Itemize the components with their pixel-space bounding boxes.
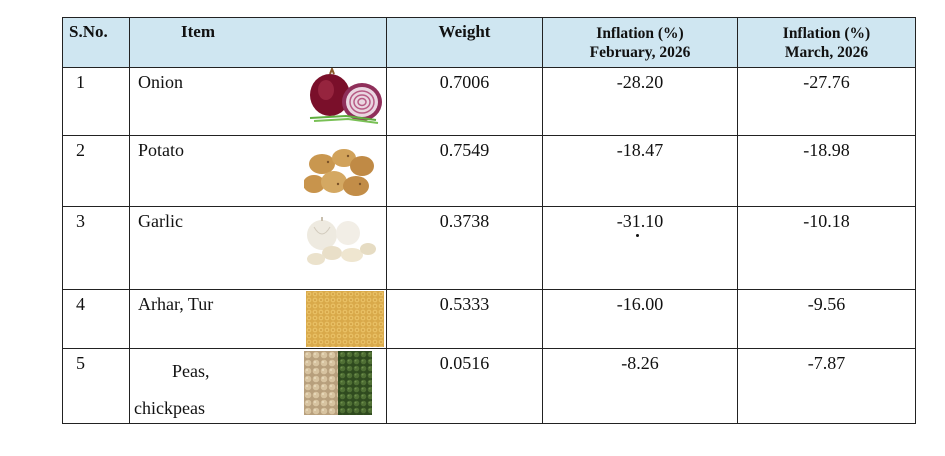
cell-inflation-feb: -8.26 <box>542 348 738 424</box>
header-mar-line1: Inflation (%) <box>782 25 871 42</box>
item-name: Onion <box>138 72 183 92</box>
header-row: S.No. Item Weight Inflation (%) February,… <box>62 17 916 68</box>
stray-dot <box>636 234 639 237</box>
cell-inflation-mar: -10.18 <box>737 206 916 290</box>
header-mar-line2: March, 2026 <box>784 44 869 61</box>
header-weight: Weight <box>386 17 543 68</box>
potato-image <box>304 149 374 196</box>
header-inflation-feb: Inflation (%) February, 2026 <box>542 17 738 68</box>
header-inflation-mar: Inflation (%) March, 2026 <box>737 17 916 68</box>
header-feb-line1: Inflation (%) <box>596 25 684 42</box>
cell-inflation-feb: -18.47 <box>542 135 738 207</box>
cell-item: Garlic <box>129 206 387 290</box>
item-name-line2: chickpeas <box>134 398 205 418</box>
cell-sno: 2 <box>62 135 130 207</box>
cell-inflation-mar: -7.87 <box>737 348 916 424</box>
lentils-image <box>306 291 384 347</box>
garlic-image <box>307 217 376 265</box>
table-row: 1 Onion 0.7006 -28.20 -27.76 <box>62 67 916 136</box>
cell-weight: 0.0516 <box>386 348 543 424</box>
item-name-line1: Peas, <box>172 361 210 381</box>
cell-inflation-mar: -18.98 <box>737 135 916 207</box>
table-row: 3 Garlic 0.3738 -31.10 -10.18 <box>62 206 916 290</box>
cell-inflation-feb: -16.00 <box>542 289 738 349</box>
table-row: 5 Peas, chickpeas <box>62 348 916 427</box>
cell-inflation-mar: -9.56 <box>737 289 916 349</box>
cell-item: Arhar, Tur <box>129 289 387 349</box>
cell-weight: 0.5333 <box>386 289 543 349</box>
cell-sno: 1 <box>62 67 130 136</box>
item-name: Peas, chickpeas <box>134 353 299 427</box>
item-name: Garlic <box>138 211 183 231</box>
cell-item: Onion <box>129 67 387 136</box>
table-row: 4 Arhar, Tur 0.5333 -16.00 -9.56 <box>62 289 916 349</box>
header-sno: S.No. <box>62 17 130 68</box>
cell-inflation-mar: -27.76 <box>737 67 916 136</box>
peas-chickpeas-image <box>304 351 372 415</box>
cell-item: Peas, chickpeas <box>129 348 387 427</box>
inflation-table: S.No. Item Weight Inflation (%) February,… <box>62 17 916 424</box>
onion-image <box>309 68 382 124</box>
cell-weight: 0.7006 <box>386 67 543 136</box>
cell-inflation-feb: -28.20 <box>542 67 738 136</box>
cell-sno: 3 <box>62 206 130 290</box>
item-name: Potato <box>138 140 185 160</box>
table-row: 2 Potato 0.7549 -18.47 -18.98 <box>62 135 916 207</box>
header-feb-line2: February, 2026 <box>589 44 691 61</box>
item-name: Arhar, Tur <box>138 294 214 314</box>
cell-sno: 5 <box>62 348 130 424</box>
header-item: Item <box>129 17 387 68</box>
cell-inflation-feb: -31.10 <box>542 206 738 290</box>
cell-weight: 0.7549 <box>386 135 543 207</box>
cell-weight: 0.3738 <box>386 206 543 290</box>
cell-sno: 4 <box>62 289 130 349</box>
cell-item: Potato <box>129 135 387 207</box>
